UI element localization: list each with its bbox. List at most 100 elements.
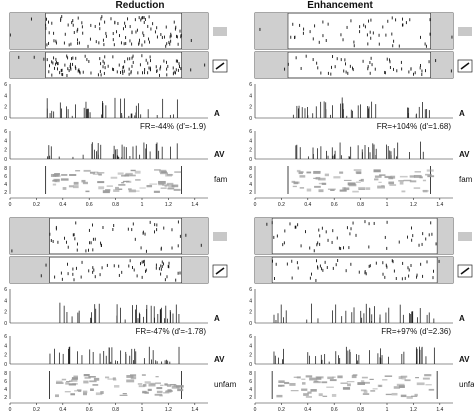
- spectrogram-blob: [93, 377, 100, 381]
- spectrogram-blob: [301, 388, 308, 391]
- spectrogram-blob: [52, 183, 57, 186]
- spectrogram-blob: [321, 381, 328, 384]
- time-axis: 0 0.2 0.4 0.6 0.8 1 1.2 1.4: [254, 402, 453, 411]
- condition-label: A: [214, 109, 220, 118]
- spectrogram: 8 6 4 2 unfam: [4, 371, 237, 401]
- baseline-shade: [10, 52, 46, 78]
- y-tick-label: 6: [249, 379, 252, 385]
- spectrogram-blob: [378, 181, 382, 183]
- y-tick-label: 8: [4, 371, 7, 377]
- y-tick-label: 6: [4, 174, 7, 180]
- x-tick-label: 0: [9, 407, 12, 411]
- spectrogram-blob: [88, 376, 96, 378]
- spectrogram-blob: [314, 185, 321, 188]
- spectrogram-blob: [314, 380, 319, 383]
- x-tick-label: 1.2: [165, 202, 172, 208]
- y-tick-label: 4: [4, 182, 7, 188]
- spectrogram-blob: [370, 390, 376, 392]
- spectrogram-blob: [74, 390, 78, 392]
- x-tick-label: 1.4: [436, 407, 443, 411]
- spectrogram-blob: [333, 176, 341, 179]
- y-tick-label: 4: [4, 387, 7, 393]
- spectrogram-blob: [164, 383, 168, 386]
- condition-label: A: [214, 314, 220, 323]
- spectrogram-blob: [118, 184, 126, 186]
- spectrogram-blob: [156, 390, 163, 394]
- baseline-shade: [255, 218, 273, 254]
- spectrogram-blob: [173, 188, 181, 191]
- spectrogram-blob: [83, 374, 90, 377]
- spectrogram-blob: [124, 174, 130, 177]
- x-tick-label: 1.4: [191, 202, 198, 208]
- spectrogram-blob: [167, 389, 172, 392]
- spectrogram-blob: [83, 380, 89, 384]
- panel-enhancement-unfam: 6 4 2 0 A 6 4 2 0 AV FR=+97% (d'=2.36) 8 6 4 2 unfam 0 0.…: [249, 217, 474, 411]
- spectrogram-blob: [424, 374, 432, 377]
- spectrogram-blob: [416, 382, 425, 386]
- spectrogram-blob: [343, 187, 350, 191]
- spectrogram-blob: [159, 395, 163, 397]
- spectrogram-blob: [329, 379, 337, 382]
- y-tick-label: 0: [4, 116, 7, 122]
- spectrogram-blob: [313, 170, 321, 174]
- spectrogram-blob: [427, 175, 435, 178]
- spectrogram-blob: [318, 189, 324, 193]
- spectrogram-blob: [382, 379, 388, 381]
- spectrogram-blob: [327, 188, 336, 190]
- spectrogram-blob: [403, 179, 412, 182]
- y-tick-label: 0: [4, 321, 7, 327]
- spectrogram-blob: [422, 377, 430, 380]
- spectrogram-blob: [167, 187, 175, 190]
- spectrogram-blob: [175, 385, 184, 388]
- spectrogram-blob: [315, 176, 321, 180]
- spectrogram-blob: [348, 183, 357, 187]
- spectrogram-blob: [114, 385, 120, 388]
- baseline-shade: [10, 257, 50, 283]
- spectrogram-blob: [55, 394, 59, 398]
- audio-condition-icon: [458, 232, 472, 241]
- spectrogram-blob: [396, 383, 405, 387]
- stimulus-label: unfam: [459, 380, 474, 389]
- audio-condition-icon: [458, 27, 472, 36]
- spectrogram-blob: [404, 379, 411, 382]
- monkey-face-glyph: [215, 267, 225, 275]
- spectrogram-blob: [326, 386, 334, 388]
- spectrogram-blob: [299, 175, 306, 178]
- spectrogram-blob: [71, 378, 78, 382]
- x-tick-label: 1.2: [410, 202, 417, 208]
- spectrogram-blob: [137, 383, 143, 385]
- x-tick-label: 1.2: [410, 407, 417, 411]
- baseline-shade: [10, 218, 50, 254]
- y-tick-label: 4: [249, 298, 252, 304]
- spectrogram-blob: [378, 385, 382, 387]
- spectrogram-blob: [95, 392, 103, 396]
- spectrogram-blob: [284, 381, 290, 385]
- spectrogram-blob: [161, 171, 167, 173]
- spectrogram-blob: [381, 185, 385, 187]
- spectrogram-blob: [422, 189, 428, 193]
- x-tick-label: 0.2: [33, 202, 40, 208]
- y-tick-label: 6: [4, 287, 7, 293]
- spectrogram-blob: [298, 171, 303, 175]
- spectrogram-blob: [377, 185, 385, 189]
- baseline-shade: [255, 52, 288, 78]
- spectrogram-blob: [389, 184, 397, 186]
- spectrogram-blob: [68, 185, 74, 188]
- spectrogram-blob: [148, 383, 156, 387]
- y-tick-label: 0: [249, 321, 252, 327]
- condition-label: AV: [214, 355, 225, 364]
- spectrogram-blob: [401, 190, 406, 193]
- spectrogram-blob: [81, 179, 86, 183]
- y-tick-label: 6: [4, 379, 7, 385]
- spectrogram-blob: [352, 190, 359, 193]
- time-axis: 0 0.2 0.4 0.6 0.8 1 1.2 1.4: [9, 402, 208, 411]
- spectrogram-blob: [82, 390, 88, 394]
- histogram-audiovisual: 6 4 2 0 AV: [4, 334, 225, 368]
- spectrogram-blob: [60, 178, 69, 181]
- spectrogram-blob: [119, 394, 128, 396]
- firing-rate-text: FR=+97% (d'=2.36): [381, 327, 451, 336]
- spectrogram: 8 6 4 2 fam: [249, 166, 473, 196]
- spectrogram-blob: [82, 181, 88, 185]
